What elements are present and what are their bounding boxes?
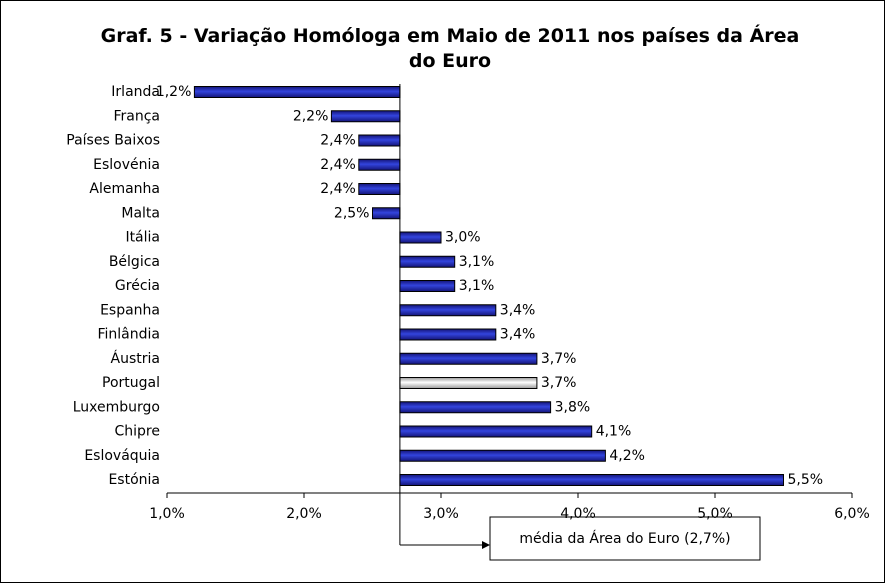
value-label: 3,7% xyxy=(541,375,577,391)
annotation: média da Área do Euro (2,7%) xyxy=(519,530,730,547)
bar xyxy=(358,158,401,171)
bar xyxy=(372,207,401,220)
value-label: 4,2% xyxy=(609,448,645,464)
x-tick-label: 4,0% xyxy=(560,506,596,522)
bar xyxy=(399,449,606,462)
y-tick-label: Estónia xyxy=(108,472,160,488)
value-label: 3,8% xyxy=(555,399,591,415)
x-tick-label: 1,0% xyxy=(149,506,185,522)
y-tick-label: Áustria xyxy=(111,350,160,367)
y-tick-label: Luxemburgo xyxy=(73,399,160,415)
y-tick-label: Bélgica xyxy=(109,254,160,270)
x-tick-label: 6,0% xyxy=(834,506,870,522)
bar xyxy=(399,377,538,389)
value-label: 1,2% xyxy=(156,84,192,100)
bar xyxy=(358,183,401,195)
y-tick-label: Chipre xyxy=(115,424,161,440)
value-label: 2,5% xyxy=(334,205,370,221)
y-tick-label: França xyxy=(113,108,160,124)
value-label: 3,4% xyxy=(500,302,536,318)
y-tick-label: Finlândia xyxy=(98,327,161,343)
x-tick-label: 5,0% xyxy=(697,506,733,522)
value-label: 5,5% xyxy=(788,472,824,488)
x-tick-label: 3,0% xyxy=(423,506,459,522)
bar xyxy=(358,134,401,147)
bar xyxy=(399,280,456,292)
annotation-box xyxy=(489,516,761,561)
bar xyxy=(399,474,784,486)
value-label: 3,7% xyxy=(541,351,577,367)
value-label: 3,4% xyxy=(500,327,536,343)
value-label: 2,2% xyxy=(293,108,329,124)
bar xyxy=(399,231,442,244)
bar xyxy=(399,352,538,365)
x-tick-label: 2,0% xyxy=(286,506,322,522)
bar xyxy=(399,425,593,438)
y-tick-label: Grécia xyxy=(115,278,160,294)
value-label: 3,1% xyxy=(459,278,495,294)
value-label: 3,0% xyxy=(445,230,481,246)
value-label: 3,1% xyxy=(459,254,495,270)
bar xyxy=(399,401,552,414)
arrow-head xyxy=(482,541,490,549)
value-label: 2,4% xyxy=(320,133,356,149)
bar xyxy=(399,328,497,341)
y-tick-label: Eslováquia xyxy=(84,448,160,464)
y-tick-label: Malta xyxy=(121,205,160,221)
value-label: 2,4% xyxy=(320,157,356,173)
value-label: 2,4% xyxy=(320,181,356,197)
y-tick-label: Eslovénia xyxy=(93,157,160,173)
chart-title: Graf. 5 - Variação Homóloga em Maio de 2… xyxy=(100,25,800,72)
bar xyxy=(399,255,456,268)
y-tick-label: Países Baixos xyxy=(66,133,160,149)
bar xyxy=(330,110,401,123)
bar xyxy=(193,86,401,98)
y-tick-label: Irlanda xyxy=(111,84,160,100)
y-tick-label: Portugal xyxy=(102,375,160,391)
y-tick-label: Itália xyxy=(125,230,160,246)
bar xyxy=(399,304,497,317)
y-tick-label: Espanha xyxy=(100,302,160,318)
y-tick-label: Alemanha xyxy=(89,181,160,197)
value-label: 4,1% xyxy=(596,424,632,440)
